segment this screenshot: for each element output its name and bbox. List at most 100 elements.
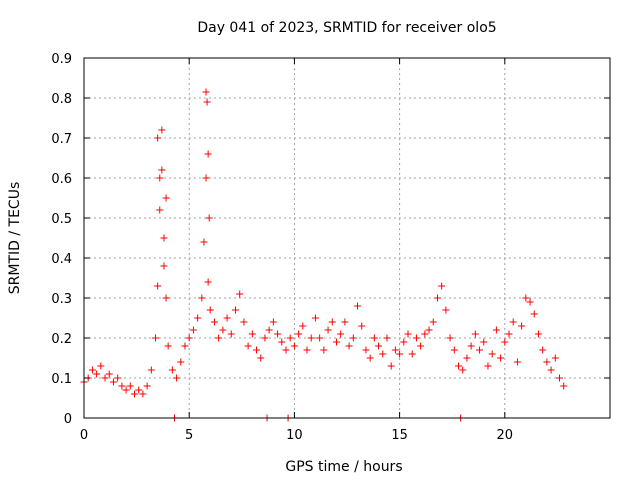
data-point (160, 262, 168, 270)
y-tick-label: 0.2 (51, 332, 72, 347)
data-point (522, 294, 530, 302)
data-point (518, 322, 526, 330)
data-point (379, 350, 387, 358)
data-point (101, 374, 109, 382)
data-point (332, 338, 340, 346)
data-point (476, 346, 484, 354)
x-tick-label: 15 (391, 428, 408, 443)
data-point (530, 310, 538, 318)
data-points (80, 88, 568, 422)
data-point (244, 342, 252, 350)
data-point (109, 378, 117, 386)
data-point (231, 306, 239, 314)
data-point (299, 322, 307, 330)
plot-frame (83, 57, 611, 419)
data-point (93, 370, 101, 378)
data-point (463, 354, 471, 362)
data-point (154, 282, 162, 290)
data-point (429, 318, 437, 326)
y-axis-label: SRMTID / TECUs (7, 182, 23, 295)
data-point (539, 346, 547, 354)
data-point (488, 350, 496, 358)
data-point (88, 366, 96, 374)
data-point (396, 350, 404, 358)
data-point (114, 374, 122, 382)
data-point (459, 366, 467, 374)
data-point (442, 306, 450, 314)
chart-title: Day 041 of 2023, SRMTID for receiver olo… (197, 20, 496, 36)
data-point (162, 294, 170, 302)
data-point (547, 366, 555, 374)
data-point (345, 342, 353, 350)
data-point (154, 134, 162, 142)
data-point (383, 334, 391, 342)
data-point (156, 206, 164, 214)
data-point (421, 330, 429, 338)
data-point (130, 390, 138, 398)
data-point (497, 354, 505, 362)
data-point (341, 318, 349, 326)
data-point (261, 334, 269, 342)
data-point (189, 326, 197, 334)
data-point (203, 98, 211, 106)
data-point (253, 346, 261, 354)
data-point (240, 318, 248, 326)
data-point (156, 174, 164, 182)
data-point (210, 318, 218, 326)
data-point (278, 338, 286, 346)
data-point (202, 88, 210, 96)
data-point (290, 342, 298, 350)
data-point (269, 318, 277, 326)
data-point (286, 334, 294, 342)
data-point (404, 330, 412, 338)
data-point (337, 330, 345, 338)
data-point (135, 386, 143, 394)
data-point (324, 326, 332, 334)
y-tick-label: 0.6 (51, 172, 72, 187)
data-point (311, 314, 319, 322)
data-point (227, 330, 235, 338)
data-point (366, 354, 374, 362)
y-tick-label: 0.7 (51, 132, 72, 147)
data-point (492, 326, 500, 334)
data-point (248, 330, 256, 338)
data-point (450, 346, 458, 354)
data-point (471, 330, 479, 338)
tick-marks (83, 57, 610, 419)
data-point (295, 330, 303, 338)
grid-layer (84, 58, 610, 418)
data-point (417, 342, 425, 350)
data-point (185, 334, 193, 342)
data-point (387, 362, 395, 370)
y-tick-labels: 0 0.1 0.2 0.3 0.4 0.5 0.6 0.7 0.8 0.9 (51, 52, 72, 427)
data-point (118, 382, 126, 390)
data-point (316, 334, 324, 342)
data-point (173, 374, 181, 382)
x-tick-label: 5 (185, 428, 193, 443)
y-tick-label: 0.1 (51, 372, 72, 387)
data-point (139, 390, 147, 398)
data-point (236, 290, 244, 298)
data-point (194, 314, 202, 322)
x-axis-label: GPS time / hours (285, 459, 402, 475)
data-point (446, 334, 454, 342)
data-point (143, 382, 151, 390)
data-point (362, 346, 370, 354)
data-point (274, 330, 282, 338)
data-point (158, 166, 166, 174)
data-point (400, 338, 408, 346)
data-point (204, 278, 212, 286)
data-point (375, 342, 383, 350)
data-point (152, 334, 160, 342)
data-point (198, 294, 206, 302)
data-point (223, 314, 231, 322)
data-point (97, 362, 105, 370)
data-point (412, 334, 420, 342)
data-point (265, 326, 273, 334)
data-point (467, 342, 475, 350)
data-point (257, 354, 265, 362)
data-point (147, 366, 155, 374)
y-tick-label: 0.5 (51, 212, 72, 227)
y-tick-label: 0 (64, 412, 72, 427)
